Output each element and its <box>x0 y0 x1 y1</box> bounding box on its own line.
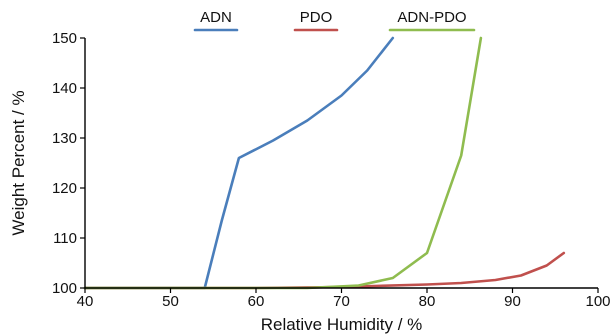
x-tick-label: 100 <box>585 293 610 310</box>
y-tick-label: 150 <box>52 30 77 47</box>
y-tick-label: 100 <box>52 280 77 297</box>
y-axis-ticks: 100 110 120 130 140 150 <box>52 30 85 297</box>
x-tick-label: 50 <box>162 293 179 310</box>
x-tick-label: 80 <box>419 293 436 310</box>
legend-label-adn: ADN <box>200 9 232 26</box>
series-lines <box>83 36 566 290</box>
legend-label-adn-pdo: ADN-PDO <box>397 9 466 26</box>
x-tick-label: 40 <box>77 293 94 310</box>
plot-area: 40 50 60 70 80 90 100 100 110 120 130 140 150 <box>52 30 611 310</box>
legend: ADN PDO ADN-PDO <box>193 9 476 32</box>
series-line-adn-pdo <box>83 36 483 290</box>
y-tick-label: 120 <box>52 180 77 197</box>
x-tick-label: 90 <box>504 293 521 310</box>
y-axis-title: Weight Percent / % <box>9 90 28 235</box>
series-line-adn <box>83 36 395 290</box>
y-tick-label: 110 <box>53 230 77 247</box>
x-axis-title: Relative Humidity / % <box>261 315 423 334</box>
legend-label-pdo: PDO <box>300 9 333 26</box>
x-tick-label: 60 <box>248 293 265 310</box>
x-axis-ticks: 40 50 60 70 80 90 100 <box>77 288 611 310</box>
y-tick-label: 140 <box>52 80 77 97</box>
y-tick-label: 130 <box>52 130 77 147</box>
x-tick-label: 70 <box>333 293 350 310</box>
series-line-pdo <box>83 251 566 290</box>
